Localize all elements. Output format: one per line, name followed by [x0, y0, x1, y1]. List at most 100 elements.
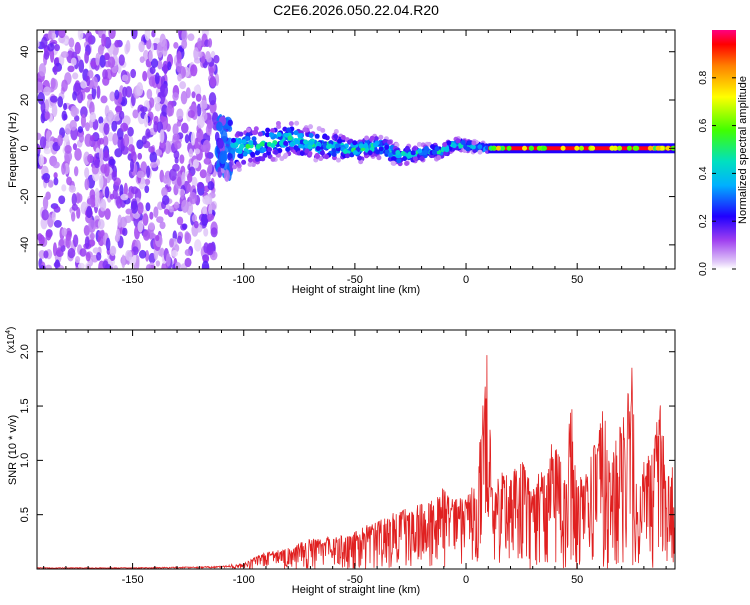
waterfall-noise-blob [141, 135, 147, 145]
carrier-dot [659, 145, 665, 151]
waterfall-noise-blob [63, 113, 68, 121]
waterfall-noise-blob [70, 57, 77, 66]
waterfall-signal-blob [342, 148, 348, 154]
waterfall-signal-blob [369, 135, 375, 141]
y-tick-label: 1.5 [19, 398, 31, 413]
snr-scale-exponent: 4 [5, 330, 12, 334]
waterfall-noise-blob [47, 179, 54, 188]
waterfall-noise-blob [149, 97, 155, 109]
waterfall-noise-blob [159, 221, 166, 230]
waterfall-signal-blob [284, 132, 290, 138]
waterfall-noise-blob [101, 33, 107, 47]
waterfall-noise-blob [57, 30, 66, 39]
waterfall-noise-blob [74, 148, 82, 161]
waterfall-signal-blob [326, 144, 332, 150]
waterfall-noise-blob [173, 201, 180, 209]
waterfall-signal-blob [235, 161, 241, 167]
waterfall-noise-blob [91, 76, 98, 90]
waterfall-noise-blob [71, 211, 76, 222]
waterfall-noise-blob [214, 131, 220, 143]
waterfall-signal-blob [470, 144, 476, 150]
waterfall-noise-blob [78, 133, 84, 143]
colorbar-tick-label: 0.0 [698, 262, 709, 276]
waterfall-noise-blob [89, 101, 95, 116]
waterfall-noise-blob [60, 244, 66, 252]
waterfall-noise-blob [95, 52, 100, 66]
waterfall-noise-blob [74, 115, 80, 122]
waterfall-noise-blob [85, 75, 91, 87]
waterfall-signal-blob [264, 132, 270, 138]
waterfall-noise-blob [125, 208, 133, 215]
waterfall-noise-blob [117, 136, 125, 150]
waterfall-noise-blob [138, 41, 145, 53]
waterfall-noise-blob [188, 148, 194, 158]
waterfall-noise-blob [100, 95, 108, 104]
waterfall-signal-blob [465, 146, 471, 152]
carrier-dot [536, 145, 542, 151]
waterfall-noise-blob [172, 123, 179, 136]
colorbar-tick-label: 0.2 [698, 214, 709, 228]
waterfall-signal-blob [404, 145, 410, 151]
waterfall-noise-blob [86, 207, 93, 219]
waterfall-noise-blob [122, 227, 128, 237]
waterfall-noise-blob [121, 254, 126, 269]
waterfall-signal-blob [248, 157, 254, 163]
waterfall-signal-blob [460, 139, 466, 145]
waterfall-signal-blob [241, 159, 247, 165]
y-tick-label: 0.5 [19, 507, 31, 522]
waterfall-noise-blob [129, 158, 135, 173]
waterfall-noise-blob [52, 161, 60, 169]
waterfall-signal-blob [314, 133, 320, 139]
waterfall-noise-blob [150, 161, 158, 168]
waterfall-signal-blob [308, 124, 314, 130]
waterfall-signal-blob [320, 127, 326, 133]
waterfall-noise-blob [176, 51, 182, 64]
waterfall-signal-blob [395, 150, 401, 156]
waterfall-noise-blob [97, 230, 105, 237]
waterfall-signal-blob [416, 141, 422, 147]
x-tick-label: 0 [463, 274, 469, 286]
waterfall-noise-blob [196, 103, 202, 117]
waterfall-noise-blob [96, 252, 102, 261]
waterfall-noise-blob [87, 153, 94, 164]
waterfall-noise-blob [53, 172, 58, 179]
x-tick-label: -50 [347, 574, 363, 586]
waterfall-signal-blob [267, 147, 273, 153]
waterfall-noise-blob [176, 120, 182, 127]
waterfall-noise-blob [192, 159, 199, 169]
waterfall-signal-blob [471, 140, 477, 146]
waterfall-noise-blob [51, 211, 56, 222]
waterfall-noise-blob [44, 99, 49, 113]
carrier-dot [609, 145, 615, 151]
waterfall-noise-blob [71, 193, 77, 206]
waterfall-noise-blob [45, 130, 51, 143]
waterfall-signal-blob [315, 146, 321, 152]
y-tick-label: 0 [19, 145, 31, 151]
waterfall-noise-blob [74, 41, 81, 55]
waterfall-signal-blob [238, 153, 244, 159]
waterfall-signal-blob [410, 150, 416, 156]
waterfall-noise-blob [72, 72, 79, 80]
waterfall-signal-blob [286, 127, 292, 133]
waterfall-noise-blob [41, 36, 48, 49]
waterfall-noise-blob [104, 52, 110, 61]
waterfall-signal-blob [337, 138, 343, 144]
waterfall-noise-blob [43, 177, 50, 184]
waterfall-noise-blob [105, 237, 111, 251]
waterfall-noise-blob [130, 68, 137, 79]
waterfall-signal-blob [384, 144, 390, 150]
waterfall-noise-blob [202, 139, 211, 154]
waterfall-signal-blob [259, 141, 265, 147]
waterfall-noise-blob [67, 247, 76, 259]
waterfall-signal-blob [390, 160, 396, 166]
waterfall-noise-blob [181, 223, 188, 230]
x-tick-label: 0 [463, 574, 469, 586]
waterfall-noise-blob [179, 81, 187, 90]
waterfall-noise-blob [137, 152, 143, 160]
waterfall-signal-blob [285, 146, 291, 152]
waterfall-noise-blob [174, 262, 181, 269]
waterfall-noise-blob [125, 39, 131, 53]
waterfall-noise-blob [148, 50, 153, 62]
waterfall-noise-blob [155, 149, 163, 156]
